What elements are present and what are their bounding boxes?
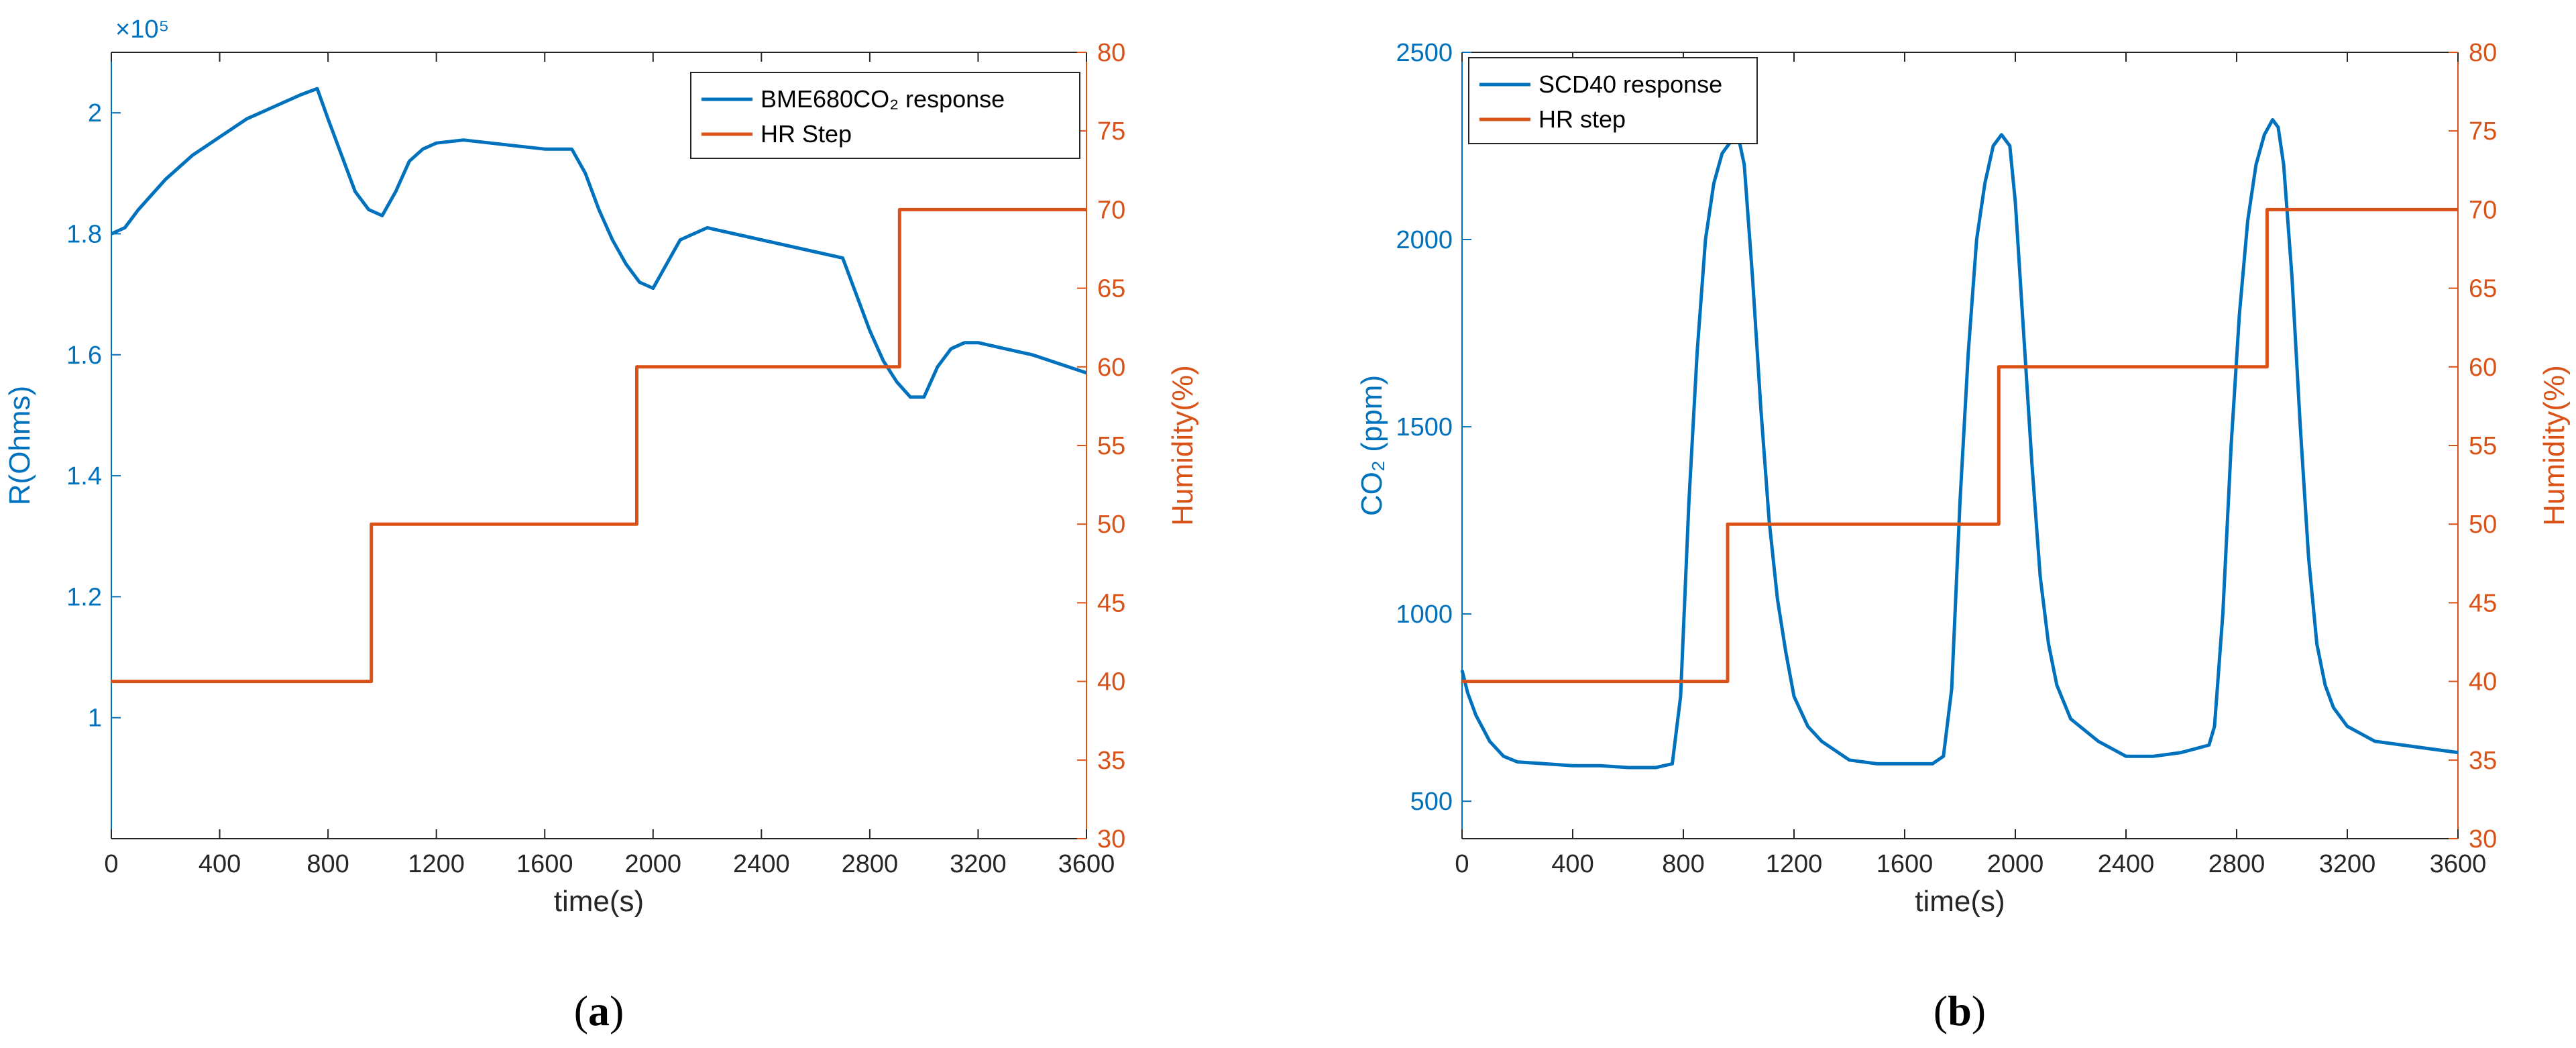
legend-entry: SCD40 response xyxy=(1538,70,1722,98)
y-right-axis-label: Humidity(%) xyxy=(1166,365,1199,526)
x-tick-label: 800 xyxy=(1662,850,1704,878)
y-left-tick-label: 2 xyxy=(88,99,102,127)
panel-label: (b) xyxy=(1934,987,1986,1035)
y-right-tick-label: 65 xyxy=(1097,275,1125,303)
panel-label: (a) xyxy=(574,987,624,1035)
y-left-tick-label: 500 xyxy=(1410,788,1453,816)
y-left-tick-label: 2500 xyxy=(1396,39,1453,67)
legend-box xyxy=(690,72,1080,159)
y-right-tick-label: 50 xyxy=(1097,511,1125,539)
y-right-tick-label: 75 xyxy=(2469,117,2497,146)
y-right-tick-label: 60 xyxy=(2469,354,2497,382)
y-right-tick-label: 40 xyxy=(1097,668,1125,696)
x-axis-label: time(s) xyxy=(1915,885,2005,918)
y-right-tick-label: 30 xyxy=(2469,825,2497,853)
x-tick-label: 2800 xyxy=(2208,850,2265,878)
y-left-tick-label: 2000 xyxy=(1396,226,1453,254)
y-left-axis-label: CO₂ (ppm) xyxy=(1355,375,1388,516)
y-right-tick-label: 80 xyxy=(2469,39,2497,67)
legend-entry: HR Step xyxy=(761,120,852,148)
y-left-tick-label: 1500 xyxy=(1396,413,1453,441)
x-tick-label: 3200 xyxy=(2319,850,2376,878)
x-tick-label: 1200 xyxy=(408,850,465,878)
y-right-tick-label: 70 xyxy=(1097,196,1125,224)
x-tick-label: 1600 xyxy=(1877,850,1934,878)
series-line-humidity-step xyxy=(1462,207,2458,684)
panel-letter: a xyxy=(588,987,610,1035)
x-axis-label: time(s) xyxy=(554,885,644,918)
y-right-tick-label: 35 xyxy=(1097,747,1125,775)
x-tick-label: 0 xyxy=(104,850,118,878)
legend-box xyxy=(1468,57,1758,144)
x-tick-label: 2000 xyxy=(1987,850,2044,878)
y-right-tick-label: 75 xyxy=(1097,117,1125,146)
y-left-tick-label: 1.8 xyxy=(66,220,102,248)
y-right-tick-label: 40 xyxy=(2469,668,2497,696)
y-right-tick-label: 35 xyxy=(2469,747,2497,775)
y-right-tick-label: 65 xyxy=(2469,275,2497,303)
x-tick-label: 2000 xyxy=(625,850,682,878)
y-left-tick-label: 1000 xyxy=(1396,600,1453,629)
y-right-tick-label: 50 xyxy=(2469,511,2497,539)
series-line-response xyxy=(110,87,1087,399)
y-right-tick-label: 70 xyxy=(2469,196,2497,224)
x-tick-label: 800 xyxy=(306,850,349,878)
y-left-tick-label: 1 xyxy=(88,704,102,733)
x-tick-label: 1200 xyxy=(1766,850,1823,878)
x-tick-label: 3600 xyxy=(2430,850,2487,878)
y-right-tick-label: 55 xyxy=(2469,432,2497,460)
chart-panel-a: 0 400 800 1200 1600 2000 2400 2800 3200 3600 1 1.2 1… xyxy=(3,15,1199,1035)
series-line-humidity-step xyxy=(111,207,1086,684)
x-tick-label: 2400 xyxy=(2098,850,2155,878)
y-left-tick-label: 1.2 xyxy=(66,583,102,611)
y-right-tick-label: 55 xyxy=(1097,432,1125,460)
y-right-tick-label: 80 xyxy=(1097,39,1125,67)
x-tick-label: 400 xyxy=(1551,850,1593,878)
chart-panel-b: 0 400 800 1200 1600 2000 2400 2800 3200 3600 500 10… xyxy=(1355,39,2571,1035)
y-left-axis-label: R(Ohms) xyxy=(3,386,36,505)
x-tick-label: 2400 xyxy=(733,850,790,878)
x-tick-label: 3600 xyxy=(1058,850,1115,878)
y-right-axis-label: Humidity(%) xyxy=(2538,365,2571,526)
exponent-label: ×10⁵ xyxy=(115,15,169,44)
legend-entry: BME680CO₂ response xyxy=(761,85,1005,113)
y-right-tick-label: 60 xyxy=(1097,354,1125,382)
y-left-tick-label: 1.6 xyxy=(66,342,102,370)
y-left-tick-label: 1.4 xyxy=(66,462,102,490)
y-right-tick-label: 45 xyxy=(1097,589,1125,617)
series-line-response xyxy=(1460,118,2459,770)
y-right-tick-label: 30 xyxy=(1097,825,1125,853)
legend-entry: HR step xyxy=(1538,105,1626,133)
x-tick-label: 1600 xyxy=(516,850,573,878)
x-tick-label: 2800 xyxy=(842,850,899,878)
y-right-tick-label: 45 xyxy=(2469,589,2497,617)
x-tick-label: 400 xyxy=(199,850,241,878)
x-tick-label: 3200 xyxy=(950,850,1007,878)
x-tick-label: 0 xyxy=(1455,850,1469,878)
panel-letter: b xyxy=(1948,987,1972,1035)
